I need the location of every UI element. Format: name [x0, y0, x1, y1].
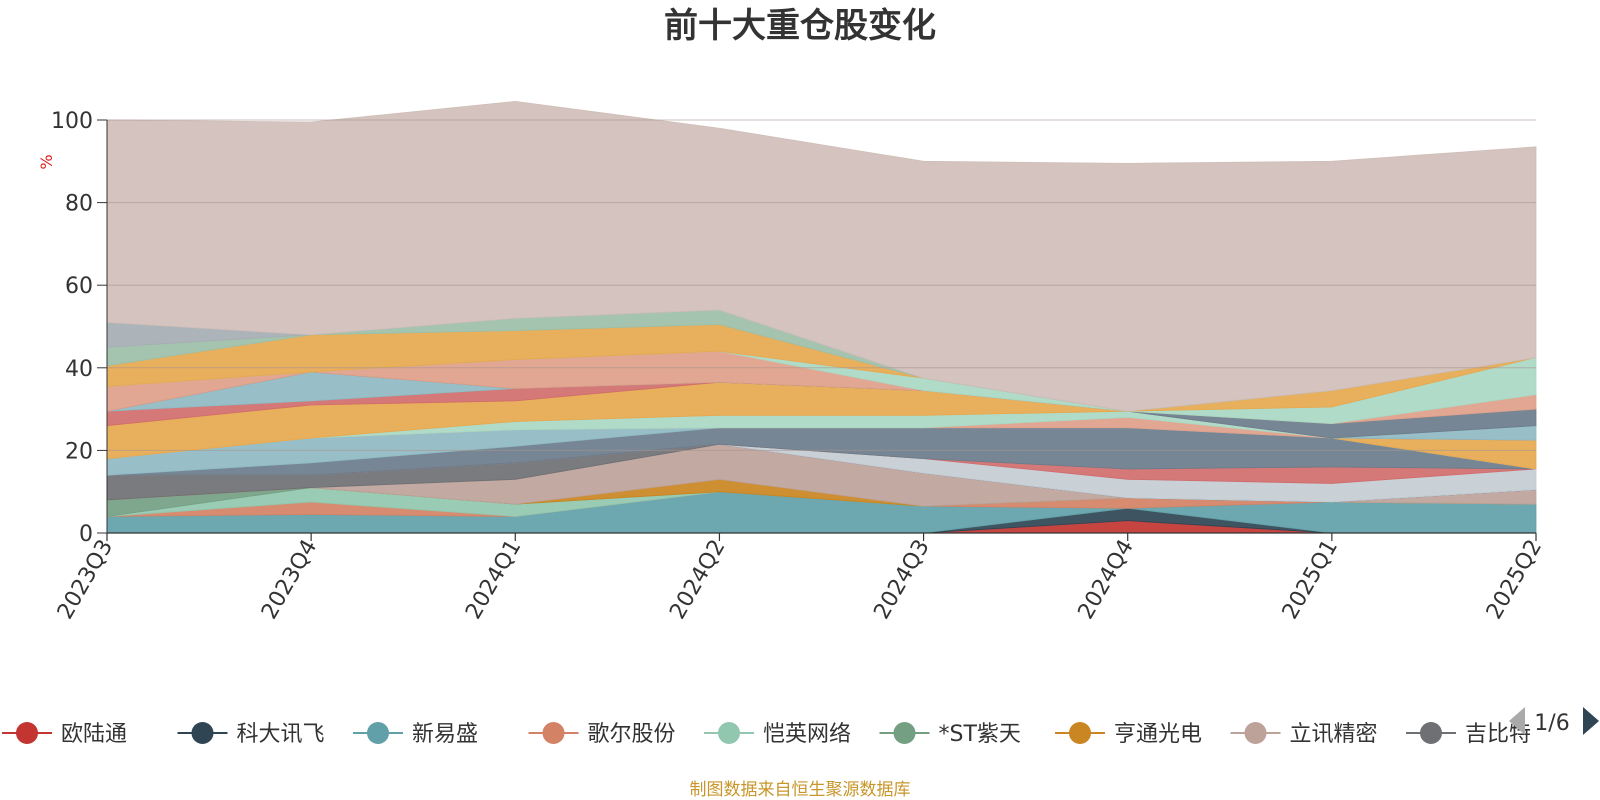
x-tick-label-2024Q1: 2024Q1	[461, 536, 526, 624]
legend-pager[interactable]: 1/6	[1509, 707, 1599, 736]
legend-marker-4	[542, 722, 565, 744]
legend-item-9[interactable]: 吉比特	[1406, 722, 1531, 747]
legend-marker-7	[1069, 722, 1091, 744]
x-tick-label-2025Q1: 2025Q1	[1278, 536, 1343, 624]
legend-label-7: 亨通光电	[1114, 722, 1202, 747]
legend-page-indicator: 1/6	[1534, 711, 1569, 736]
legend-item-5[interactable]: 恺英网络	[704, 722, 851, 747]
data-source-note: 制图数据来自恒生聚源数据库	[690, 780, 911, 800]
legend[interactable]: 欧陆通 科大讯飞 新易盛 歌尔股份 恺英网络 *ST紫天 亨通光电 立讯精密 吉比特	[2, 722, 1531, 747]
area-series-26	[106, 101, 1537, 412]
legend-item-8[interactable]: 立讯精密	[1230, 722, 1378, 747]
x-tick-label-2023Q3: 2023Q3	[53, 536, 118, 624]
x-tick-label-2023Q4: 2023Q4	[257, 536, 322, 624]
legend-label-3: 新易盛	[412, 722, 478, 747]
y-tick-label-20: 20	[65, 439, 93, 464]
chart-title: 前十大重仓股变化	[664, 6, 936, 46]
legend-label-1: 欧陆通	[61, 722, 127, 747]
legend-prev-icon[interactable]	[1509, 707, 1525, 735]
legend-marker-6	[893, 722, 916, 744]
stacked-areas	[106, 101, 1537, 534]
legend-label-2: 科大讯飞	[237, 722, 325, 747]
legend-item-3[interactable]: 新易盛	[353, 722, 478, 747]
legend-label-4: 歌尔股份	[588, 722, 676, 747]
legend-item-7[interactable]: 亨通光电	[1055, 722, 1202, 747]
x-tick-label-2025Q2: 2025Q2	[1482, 536, 1547, 624]
x-tick-label-2024Q3: 2024Q3	[869, 536, 934, 624]
legend-item-4[interactable]: 歌尔股份	[528, 722, 676, 747]
y-tick-label-80: 80	[65, 192, 93, 217]
y-tick-label-100: 100	[51, 109, 93, 134]
legend-label-6: *ST紫天	[939, 722, 1021, 747]
legend-item-2[interactable]: 科大讯飞	[177, 722, 325, 747]
legend-label-5: 恺英网络	[763, 722, 851, 747]
y-axis-label: %	[37, 154, 56, 169]
legend-label-8: 立讯精密	[1290, 722, 1378, 747]
x-tick-label-2024Q2: 2024Q2	[665, 536, 730, 624]
legend-marker-9	[1420, 722, 1442, 744]
legend-marker-3	[367, 722, 389, 744]
x-tick-label-2024Q4: 2024Q4	[1074, 536, 1139, 624]
legend-marker-1	[16, 722, 38, 744]
y-tick-label-60: 60	[65, 274, 93, 299]
y-tick-label-0: 0	[79, 522, 93, 547]
legend-marker-5	[718, 722, 740, 744]
y-tick-label-40: 40	[65, 357, 93, 382]
grid-lines	[107, 119, 1536, 451]
legend-item-1[interactable]: 欧陆通	[2, 722, 127, 747]
legend-next-icon[interactable]	[1583, 707, 1599, 735]
legend-item-6[interactable]: *ST紫天	[879, 722, 1021, 747]
legend-marker-2	[191, 722, 214, 744]
legend-marker-8	[1244, 722, 1267, 744]
